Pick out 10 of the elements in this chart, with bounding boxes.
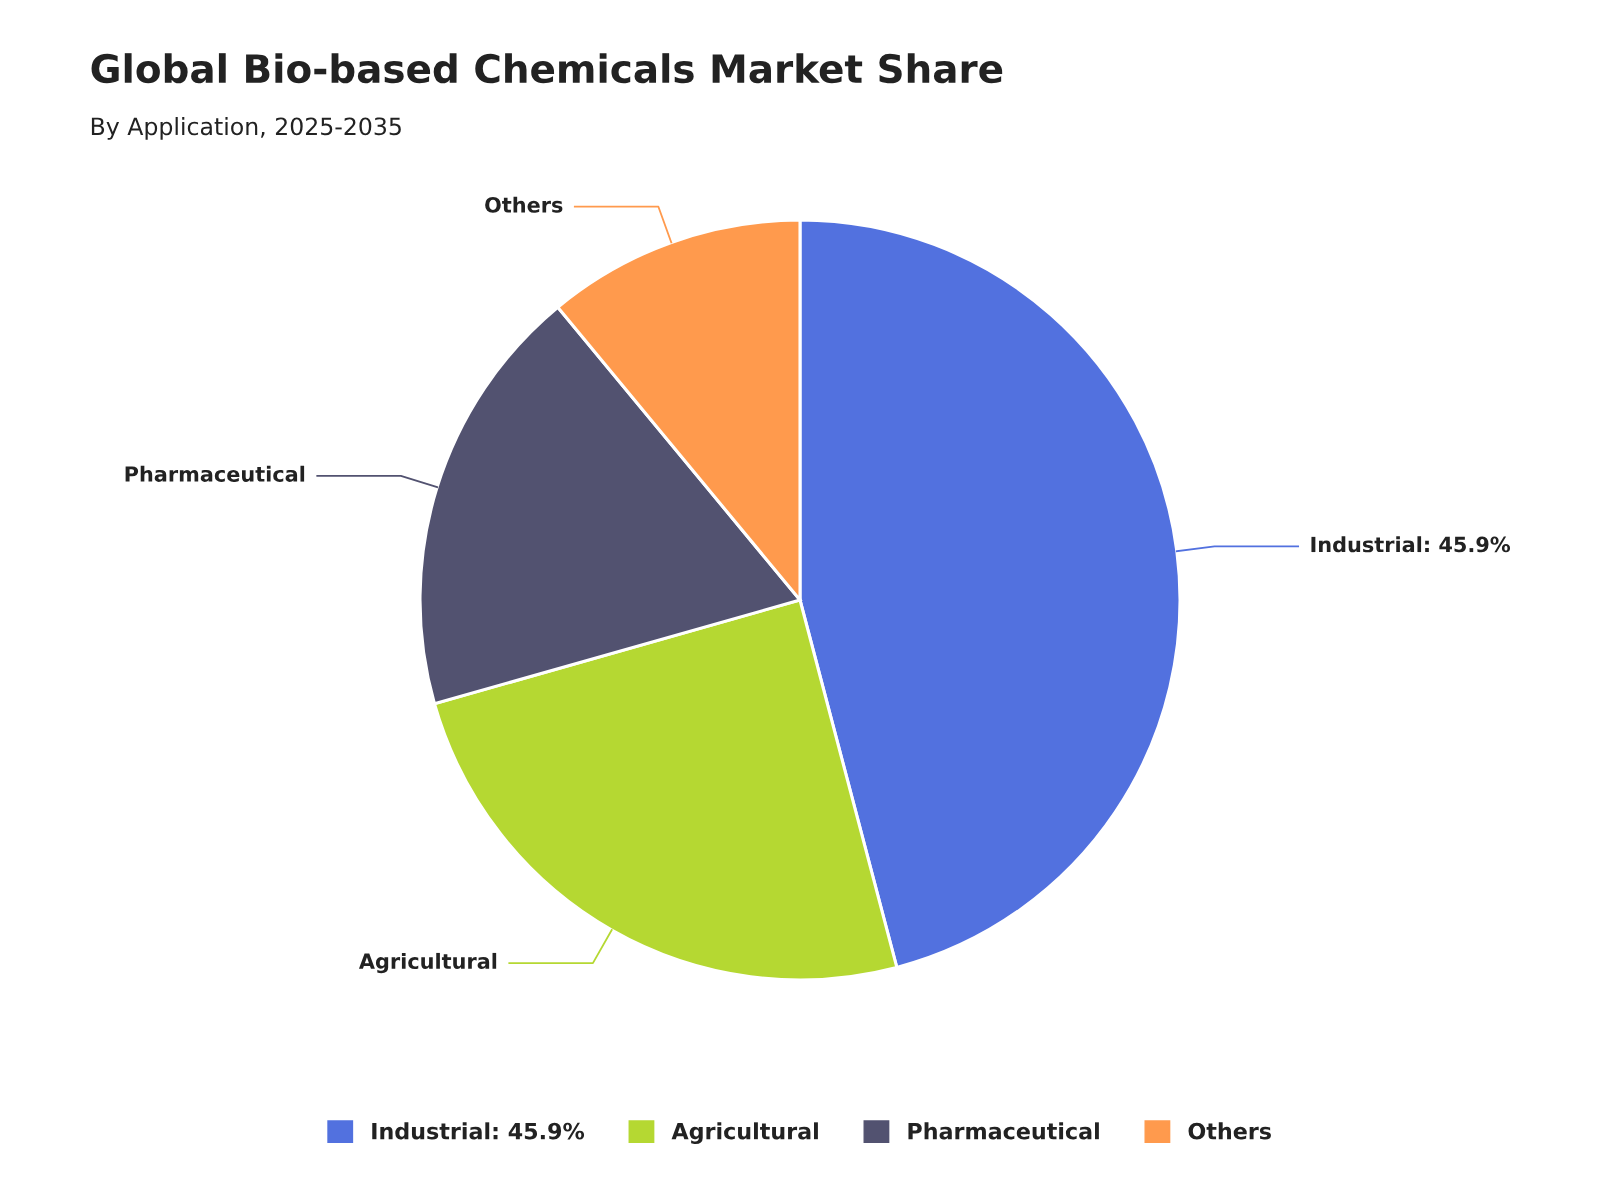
legend-label: Pharmaceutical bbox=[908, 1122, 1099, 1140]
slice-label: Pharmaceutical bbox=[125, 465, 305, 482]
chart-subtitle: By Application, 2025-2035 bbox=[91, 116, 401, 140]
legend-label: Agricultural bbox=[671, 1122, 818, 1144]
slice-label: Industrial: 45.9% bbox=[1311, 536, 1511, 553]
slice-label: Others bbox=[485, 196, 563, 213]
chart-title: Global Bio-based Chemicals Market Share bbox=[91, 53, 1003, 84]
legend-label: Others bbox=[1188, 1122, 1271, 1140]
slice-label: Agricultural bbox=[358, 952, 497, 974]
legend-label: Industrial: 45.9% bbox=[372, 1122, 585, 1140]
